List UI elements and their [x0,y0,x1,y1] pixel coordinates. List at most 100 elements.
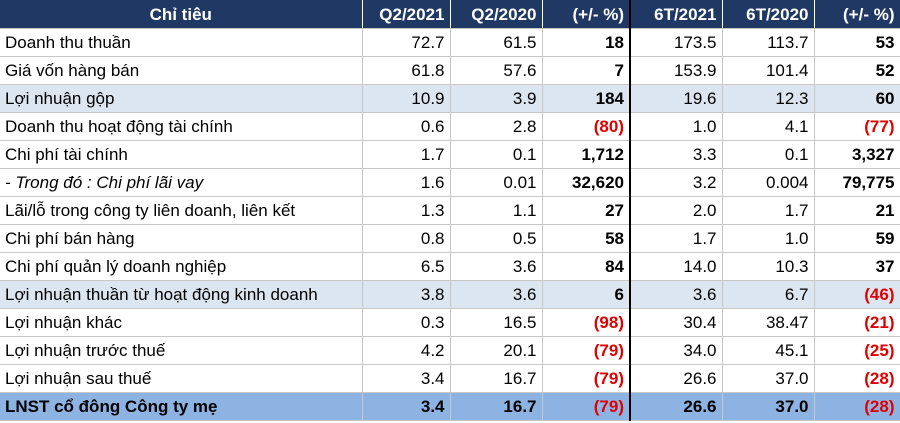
cell-h-change: (28) [814,364,900,393]
cell-h1-2020: 12.3 [722,84,815,113]
row-label: Lợi nhuận sau thuế [0,364,363,393]
cell-q-change: (79) [542,392,631,421]
table-row: Lợi nhuận thuần từ hoạt động kinh doanh … [0,280,900,309]
header-indicator: Chỉ tiêu [0,0,363,29]
cell-h1-2021: 1.7 [630,224,723,253]
row-label: Doanh thu thuần [0,28,363,57]
cell-h-change: 53 [814,28,900,57]
header-row: Chỉ tiêu Q2/2021 Q2/2020 (+/- %) 6T/2021… [0,0,900,29]
table-row: Lãi/lỗ trong công ty liên doanh, liên kế… [0,196,900,225]
row-label: Giá vốn hàng bán [0,56,363,85]
table-row: Lợi nhuận khác 0.3 16.5 (98) 30.4 38.47 … [0,308,900,337]
table-row: Doanh thu hoạt động tài chính 0.6 2.8 (8… [0,112,900,141]
cell-h1-2021: 153.9 [630,56,723,85]
cell-h1-2020: 0.1 [722,140,815,169]
table-row: Chi phí quản lý doanh nghiệp 6.5 3.6 84 … [0,252,900,281]
cell-h-change: 21 [814,196,900,225]
cell-q-change: (79) [542,336,631,365]
cell-q-change: 7 [542,56,631,85]
cell-q2-2021: 4.2 [362,336,451,365]
cell-h-change: (25) [814,336,900,365]
cell-q2-2021: 1.7 [362,140,451,169]
cell-q-change: 84 [542,252,631,281]
cell-h-change: (77) [814,112,900,141]
cell-h-change: 37 [814,252,900,281]
cell-q2-2021: 1.6 [362,168,451,197]
cell-q2-2020: 16.7 [450,364,543,393]
cell-q2-2020: 1.1 [450,196,543,225]
cell-q-change: 58 [542,224,631,253]
cell-h1-2021: 26.6 [630,364,723,393]
cell-h1-2020: 10.3 [722,252,815,281]
cell-h1-2020: 1.7 [722,196,815,225]
cell-h1-2020: 37.0 [722,364,815,393]
cell-q2-2021: 3.8 [362,280,451,309]
table-row: Giá vốn hàng bán 61.8 57.6 7 153.9 101.4… [0,56,900,85]
cell-h-change: (28) [814,392,900,421]
cell-q-change: 32,620 [542,168,631,197]
table-row: Chi phí bán hàng 0.8 0.5 58 1.7 1.0 59 [0,224,900,253]
cell-h1-2021: 14.0 [630,252,723,281]
cell-h1-2020: 0.004 [722,168,815,197]
header-h-change: (+/- %) [814,0,900,29]
row-label: Lãi/lỗ trong công ty liên doanh, liên kế… [0,196,363,225]
cell-q2-2021: 0.6 [362,112,451,141]
header-q-change: (+/- %) [542,0,631,29]
cell-h-change: (21) [814,308,900,337]
cell-q2-2021: 10.9 [362,84,451,113]
cell-h-change: 52 [814,56,900,85]
cell-h-change: 60 [814,84,900,113]
total-row: LNST cổ đông Công ty mẹ 3.4 16.7 (79) 26… [0,392,900,421]
table-row: Lợi nhuận trước thuế 4.2 20.1 (79) 34.0 … [0,336,900,365]
cell-q2-2020: 3.6 [450,252,543,281]
cell-q2-2020: 0.1 [450,140,543,169]
cell-h-change: 3,327 [814,140,900,169]
row-label: Chi phí tài chính [0,140,363,169]
cell-q2-2020: 61.5 [450,28,543,57]
cell-q2-2020: 16.7 [450,392,543,421]
cell-h1-2020: 101.4 [722,56,815,85]
cell-q2-2021: 3.4 [362,364,451,393]
cell-h-change: 59 [814,224,900,253]
cell-q-change: (98) [542,308,631,337]
cell-h1-2021: 173.5 [630,28,723,57]
cell-q2-2021: 0.3 [362,308,451,337]
row-label: Chi phí bán hàng [0,224,363,253]
cell-q-change: 1,712 [542,140,631,169]
cell-h1-2020: 45.1 [722,336,815,365]
cell-h1-2021: 26.6 [630,392,723,421]
cell-h1-2021: 2.0 [630,196,723,225]
cell-h1-2021: 1.0 [630,112,723,141]
cell-q2-2021: 6.5 [362,252,451,281]
cell-h1-2021: 3.3 [630,140,723,169]
cell-q2-2020: 57.6 [450,56,543,85]
cell-q2-2021: 61.8 [362,56,451,85]
table-row: Lợi nhuận sau thuế 3.4 16.7 (79) 26.6 37… [0,364,900,393]
cell-h1-2021: 30.4 [630,308,723,337]
cell-q-change: 27 [542,196,631,225]
row-label: Lợi nhuận trước thuế [0,336,363,365]
row-label: - Trong đó : Chi phí lãi vay [0,168,363,197]
cell-q-change: (80) [542,112,631,141]
table-row: Lợi nhuận gộp 10.9 3.9 184 19.6 12.3 60 [0,84,900,113]
cell-q2-2021: 3.4 [362,392,451,421]
cell-q2-2021: 1.3 [362,196,451,225]
header-q2-2021: Q2/2021 [362,0,451,29]
cell-h1-2020: 38.47 [722,308,815,337]
cell-q2-2021: 72.7 [362,28,451,57]
cell-q-change: 18 [542,28,631,57]
header-h1-2020: 6T/2020 [722,0,815,29]
cell-h1-2020: 6.7 [722,280,815,309]
cell-h1-2020: 37.0 [722,392,815,421]
cell-q-change: (79) [542,364,631,393]
cell-q-change: 184 [542,84,631,113]
cell-q2-2020: 0.5 [450,224,543,253]
cell-h-change: 79,775 [814,168,900,197]
table-row: Doanh thu thuần 72.7 61.5 18 173.5 113.7… [0,28,900,57]
header-h1-2021: 6T/2021 [630,0,723,29]
row-label: Lợi nhuận gộp [0,84,363,113]
cell-q2-2021: 0.8 [362,224,451,253]
cell-h1-2021: 3.2 [630,168,723,197]
cell-h1-2021: 19.6 [630,84,723,113]
cell-q2-2020: 0.01 [450,168,543,197]
